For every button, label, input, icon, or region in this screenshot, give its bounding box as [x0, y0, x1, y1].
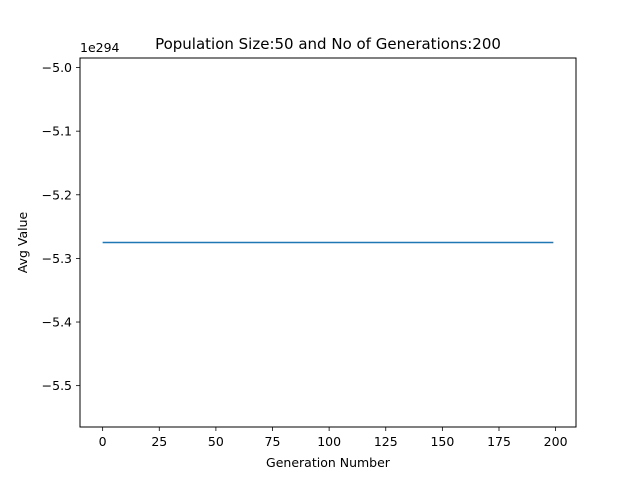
- x-tick-label: 125: [374, 434, 398, 449]
- y-axis: −5.0 −5.1 −5.2 −5.3 −5.4 −5.5: [42, 60, 80, 393]
- x-tick-label: 0: [99, 434, 107, 449]
- x-tick-label: 75: [265, 434, 281, 449]
- x-tick-label: 200: [544, 434, 568, 449]
- x-axis-label: Generation Number: [266, 455, 391, 470]
- y-tick-label: −5.2: [42, 187, 72, 202]
- plot-frame: [79, 57, 577, 428]
- x-tick-label: 150: [430, 434, 454, 449]
- y-axis-label: Avg Value: [15, 211, 30, 273]
- y-axis-offset-label: 1e294: [80, 40, 120, 55]
- y-tick-label: −5.0: [42, 60, 72, 75]
- x-tick-label: 100: [317, 434, 341, 449]
- x-tick-label: 25: [151, 434, 167, 449]
- y-tick-label: −5.3: [42, 251, 72, 266]
- x-tick-label: 175: [487, 434, 511, 449]
- chart-title: Population Size:50 and No of Generations…: [155, 35, 501, 53]
- y-tick-label: −5.4: [42, 315, 72, 330]
- y-tick-label: −5.5: [42, 378, 72, 393]
- x-tick-label: 50: [208, 434, 224, 449]
- y-tick-label: −5.1: [42, 124, 72, 139]
- x-axis: 0 25 50 75 100 125 150 175 200: [99, 427, 568, 449]
